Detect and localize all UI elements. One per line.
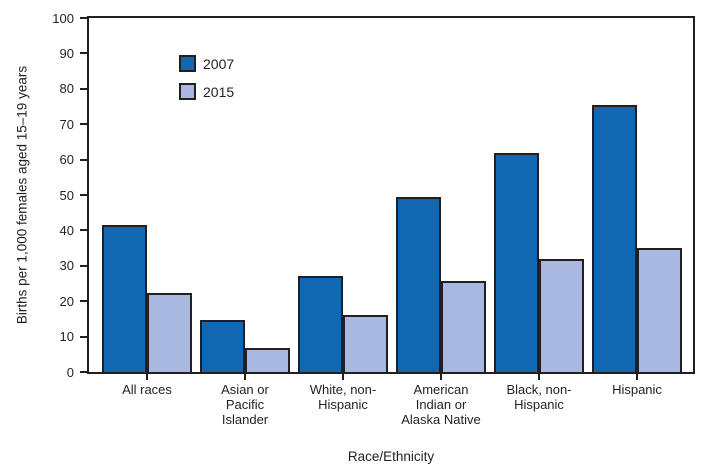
legend-swatch-2015 (179, 83, 196, 100)
y-axis-tick (80, 52, 87, 55)
legend-item-2015: 2015 (179, 83, 234, 100)
y-axis-tick-label: 50 (59, 187, 74, 203)
x-category-label: American Indian or Alaska Native (401, 382, 481, 427)
y-axis-tick-label: 0 (66, 364, 74, 380)
legend-label-2007: 2007 (203, 55, 235, 72)
y-axis-tick-label: 60 (59, 152, 74, 168)
bar-2015-2 (245, 347, 290, 374)
legend: 2007 2015 (179, 55, 234, 100)
x-axis-tick (342, 374, 344, 380)
y-axis-tick (80, 229, 87, 232)
legend-label-2015: 2015 (203, 83, 235, 100)
bar-2015-6 (637, 248, 682, 374)
y-axis-tick-label: 70 (59, 116, 74, 132)
y-axis-tick-label: 90 (59, 45, 74, 61)
bar-2007-4 (396, 197, 441, 374)
y-axis-tick (80, 87, 87, 90)
x-axis-tick (440, 374, 442, 380)
x-axis-tick (244, 374, 246, 380)
bar-2007-6 (592, 105, 637, 374)
y-axis-tick (80, 194, 87, 196)
x-axis-title: Race/Ethnicity (347, 449, 435, 464)
bar-2015-4 (441, 281, 486, 374)
x-category-label: Asian or Pacific Islander (221, 382, 269, 427)
bar-2007-2 (200, 319, 245, 374)
x-axis-tick (636, 374, 638, 380)
legend-item-2007: 2007 (179, 55, 234, 72)
bar-2015-5 (539, 259, 584, 374)
x-category-label: White, non- Hispanic (309, 382, 377, 412)
y-axis-title: Births per 1,000 females aged 15–19 year… (14, 65, 30, 325)
y-axis-tick (80, 264, 87, 267)
y-axis-tick-label: 20 (59, 293, 74, 309)
bar-2015-1 (147, 293, 192, 374)
y-axis-tick (80, 158, 87, 161)
y-axis-tick (80, 17, 87, 19)
y-axis-tick-label: 80 (59, 81, 74, 97)
bar-2015-3 (343, 315, 388, 374)
legend-swatch-2007 (179, 55, 196, 72)
x-axis-tick (146, 374, 148, 380)
y-axis-tick-label: 100 (52, 10, 74, 26)
y-axis-tick (80, 123, 87, 126)
y-axis-tick-label: 30 (59, 258, 74, 274)
bar-2007-5 (494, 152, 539, 374)
bar-2007-1 (102, 225, 147, 374)
y-axis-tick (80, 300, 87, 303)
y-axis-tick (80, 335, 87, 338)
y-axis-tick-label: 10 (59, 329, 74, 345)
y-axis-tick (80, 371, 87, 373)
x-category-label: Hispanic (612, 382, 662, 397)
x-axis-tick (538, 374, 540, 380)
bar-2007-3 (298, 275, 343, 374)
x-category-label: Black, non- Hispanic (506, 382, 572, 412)
x-category-label: All races (122, 382, 172, 397)
y-axis-tick-label: 40 (59, 222, 74, 238)
